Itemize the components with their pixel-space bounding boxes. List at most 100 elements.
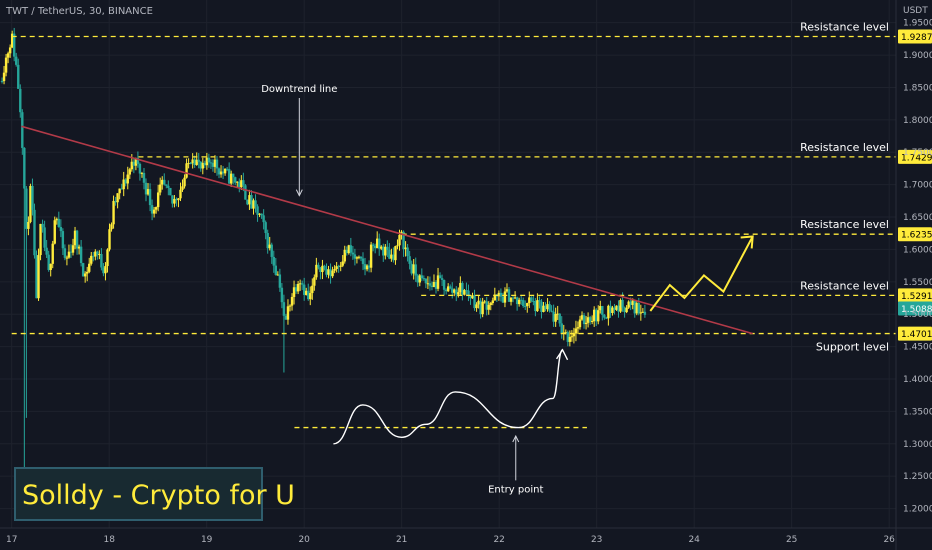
candle-body	[4, 57, 8, 73]
candle-body	[584, 322, 588, 325]
candle-body	[420, 275, 424, 279]
candle-body	[209, 162, 213, 164]
candle-body	[497, 292, 501, 297]
candle-body	[92, 255, 95, 257]
candle-body	[232, 173, 235, 178]
candle-body	[286, 306, 290, 320]
level-price-badge	[898, 149, 932, 164]
candle-body	[509, 297, 513, 302]
candle-body	[130, 161, 134, 170]
candle-body	[280, 287, 284, 303]
candle-body	[161, 179, 164, 185]
axis-currency-label: USDT	[903, 6, 928, 16]
candle-body	[491, 300, 494, 304]
price-tick-label: 1.3500	[903, 407, 932, 417]
candle-body	[546, 304, 549, 310]
candle-body	[195, 159, 198, 165]
candle-body	[392, 254, 395, 261]
candle-body	[418, 275, 421, 283]
candle-body	[163, 179, 166, 185]
candle-body	[201, 162, 204, 169]
candle-body	[234, 177, 237, 183]
candle-body	[572, 333, 576, 337]
candle-body	[327, 269, 330, 275]
candle-body	[165, 184, 168, 186]
candle-body	[307, 290, 310, 300]
annotation-label: Entry point	[488, 484, 543, 495]
candle-body	[211, 162, 215, 167]
candle-body	[260, 213, 263, 216]
candle-body	[175, 198, 178, 201]
candle-body	[465, 290, 468, 292]
candle-body	[471, 295, 474, 299]
candle-body	[88, 263, 91, 272]
candle-body	[266, 233, 269, 249]
candle-body	[337, 266, 340, 268]
candle-body	[25, 188, 28, 229]
candle-body	[215, 159, 219, 169]
level-price-badge-text: 1.7429	[901, 153, 932, 163]
projection-arrowhead	[740, 235, 754, 249]
candle-body	[313, 277, 316, 286]
candle-body	[367, 265, 371, 268]
candle-body	[479, 300, 482, 315]
candle-body	[633, 300, 636, 314]
time-tick-label: 20	[298, 535, 310, 545]
candle-body	[388, 250, 391, 259]
time-tick-label: 21	[396, 535, 407, 545]
candle-body	[459, 282, 462, 293]
candle-body	[104, 266, 107, 274]
candle-body	[489, 303, 492, 306]
candle-body	[442, 279, 446, 290]
resistance-level-label: Resistance level	[800, 218, 889, 231]
symbol-title[interactable]: TWT / TetherUS, 30, BINANCE	[6, 6, 153, 17]
candle-body	[627, 301, 630, 308]
candle-body	[51, 243, 54, 264]
candle-body	[282, 302, 286, 316]
candle-body	[75, 230, 79, 249]
candle-body	[272, 256, 275, 266]
candle-body	[363, 264, 367, 270]
candle-body	[154, 207, 158, 210]
candle-body	[357, 256, 361, 258]
candle-body	[96, 251, 99, 255]
candle-body	[548, 304, 551, 311]
candle-body	[402, 231, 405, 250]
time-tick-label: 25	[786, 535, 797, 545]
candle-body	[278, 274, 282, 288]
candle-body	[276, 274, 280, 276]
candle-body	[193, 159, 196, 165]
time-axis[interactable]: 17 18 19 20 21 22 23 24 25 26	[0, 527, 932, 545]
candle-body	[412, 264, 415, 274]
candle-body	[582, 315, 586, 325]
candle-body	[599, 306, 602, 311]
price-axis[interactable]: 1.9500 1.9000 1.8500 1.8000 1.7500 1.7000 1.65…	[895, 0, 932, 550]
level-price-badge	[898, 227, 932, 242]
price-tick-label: 1.2000	[903, 505, 932, 515]
candle-body	[292, 287, 296, 297]
candle-body	[148, 189, 152, 206]
candle-body	[284, 315, 288, 320]
candle-body	[556, 313, 559, 315]
candle-body	[102, 267, 105, 274]
candle-body	[274, 265, 278, 275]
candle-body	[430, 285, 434, 287]
price-path-sketch	[333, 349, 564, 445]
candle-body	[410, 263, 413, 274]
candle-body	[351, 252, 355, 255]
time-tick-label: 18	[103, 535, 115, 545]
candle-body	[434, 281, 438, 289]
candle-body	[436, 275, 440, 289]
candle-body	[428, 283, 432, 286]
price-tick-label: 1.3000	[903, 440, 932, 450]
candle-body	[321, 265, 324, 273]
candle-body	[578, 319, 582, 328]
candle-body	[384, 246, 387, 256]
price-tick-label: 1.7000	[903, 181, 932, 191]
candle-body	[294, 287, 298, 292]
candle-body	[631, 300, 634, 305]
candle-body	[611, 307, 614, 313]
candle-body	[329, 269, 332, 277]
candle-body	[440, 278, 444, 280]
